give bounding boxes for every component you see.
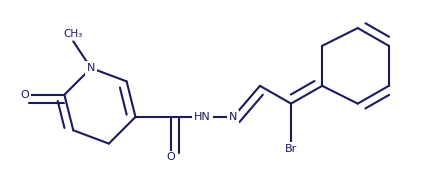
- Text: O: O: [20, 90, 29, 100]
- Text: O: O: [166, 152, 175, 162]
- Text: N: N: [87, 63, 95, 73]
- Text: N: N: [229, 112, 237, 122]
- Text: CH₃: CH₃: [64, 29, 83, 39]
- Text: HN: HN: [194, 112, 210, 122]
- Text: Br: Br: [284, 144, 297, 154]
